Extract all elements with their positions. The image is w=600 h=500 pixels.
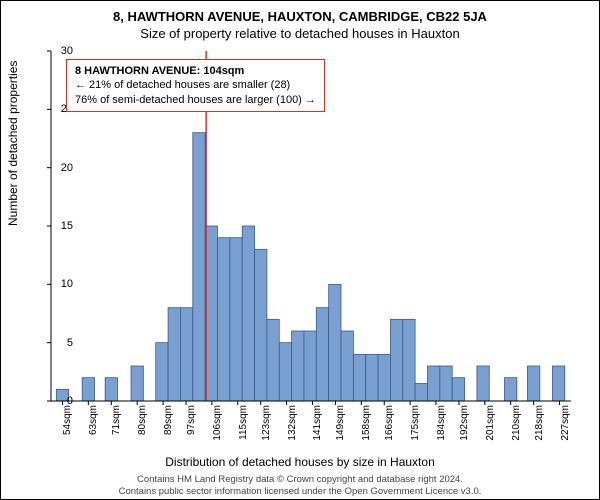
histogram-bar bbox=[353, 354, 365, 401]
x-tick-label: 218sqm bbox=[534, 405, 545, 455]
histogram-bar bbox=[366, 354, 378, 401]
histogram-bar bbox=[527, 366, 539, 401]
x-tick-label: 184sqm bbox=[436, 405, 447, 455]
title-subtitle: Size of property relative to detached ho… bbox=[1, 24, 599, 41]
histogram-bar bbox=[504, 378, 516, 401]
histogram-bar bbox=[316, 308, 328, 401]
x-tick-label: 149sqm bbox=[335, 405, 346, 455]
histogram-bar bbox=[403, 319, 415, 401]
y-tick-label: 10 bbox=[53, 278, 73, 290]
histogram-bar bbox=[279, 343, 291, 401]
y-axis-label: Number of detached properties bbox=[6, 61, 20, 226]
x-tick-label: 123sqm bbox=[261, 405, 272, 455]
x-tick-label: 166sqm bbox=[384, 405, 395, 455]
histogram-bar bbox=[552, 366, 564, 401]
x-tick-label: 106sqm bbox=[212, 405, 223, 455]
footer: Contains HM Land Registry data © Crown c… bbox=[1, 474, 599, 497]
x-axis-label: Distribution of detached houses by size … bbox=[1, 455, 599, 469]
y-tick-label: 30 bbox=[53, 45, 73, 57]
title-address: 8, HAWTHORN AVENUE, HAUXTON, CAMBRIDGE, … bbox=[1, 1, 599, 24]
x-tick-label: 210sqm bbox=[511, 405, 522, 455]
histogram-bar bbox=[255, 249, 267, 401]
x-tick-label: 132sqm bbox=[287, 405, 298, 455]
x-tick-label: 141sqm bbox=[312, 405, 323, 455]
x-tick-label: 227sqm bbox=[560, 405, 571, 455]
histogram-bar bbox=[341, 331, 353, 401]
x-tick-label: 80sqm bbox=[137, 405, 148, 455]
info-line-2: ← 21% of detached houses are smaller (28… bbox=[75, 78, 316, 92]
histogram-bar bbox=[205, 226, 217, 401]
histogram-bar bbox=[168, 308, 180, 401]
histogram-bar bbox=[304, 331, 316, 401]
y-tick-label: 20 bbox=[53, 162, 73, 174]
x-tick-label: 158sqm bbox=[361, 405, 372, 455]
histogram-bar bbox=[156, 343, 168, 401]
footer-line-1: Contains HM Land Registry data © Crown c… bbox=[1, 474, 599, 485]
histogram-bar bbox=[267, 319, 279, 401]
y-tick-label: 15 bbox=[53, 220, 73, 232]
histogram-bar bbox=[440, 366, 452, 401]
histogram-bar bbox=[292, 331, 304, 401]
histogram-bar bbox=[329, 284, 341, 401]
x-tick-label: 63sqm bbox=[88, 405, 99, 455]
chart-container: 8, HAWTHORN AVENUE, HAUXTON, CAMBRIDGE, … bbox=[0, 0, 600, 500]
info-line-1: 8 HAWTHORN AVENUE: 104sqm bbox=[75, 64, 316, 78]
histogram-bar bbox=[180, 308, 192, 401]
histogram-bar bbox=[378, 354, 390, 401]
footer-line-2: Contains public sector information licen… bbox=[1, 486, 599, 497]
histogram-bar bbox=[105, 378, 117, 401]
y-tick-label: 5 bbox=[53, 337, 73, 349]
histogram-bar bbox=[452, 378, 464, 401]
histogram-bar bbox=[193, 133, 205, 401]
histogram-bar bbox=[82, 378, 94, 401]
info-line-3: 76% of semi-detached houses are larger (… bbox=[75, 93, 316, 107]
histogram-bar bbox=[230, 238, 242, 401]
histogram-bar bbox=[217, 238, 229, 401]
histogram-bar bbox=[477, 366, 489, 401]
x-tick-label: 115sqm bbox=[238, 405, 249, 455]
x-tick-label: 89sqm bbox=[163, 405, 174, 455]
x-tick-label: 97sqm bbox=[186, 405, 197, 455]
x-tick-label: 201sqm bbox=[485, 405, 496, 455]
histogram-bar bbox=[415, 384, 427, 402]
histogram-bar bbox=[131, 366, 143, 401]
x-tick-label: 175sqm bbox=[410, 405, 421, 455]
info-box: 8 HAWTHORN AVENUE: 104sqm ← 21% of detac… bbox=[66, 59, 325, 112]
x-tick-label: 192sqm bbox=[459, 405, 470, 455]
histogram-bar bbox=[390, 319, 402, 401]
x-tick-label: 71sqm bbox=[111, 405, 122, 455]
x-tick-label: 54sqm bbox=[62, 405, 73, 455]
histogram-bar bbox=[427, 366, 439, 401]
histogram-bar bbox=[242, 226, 254, 401]
